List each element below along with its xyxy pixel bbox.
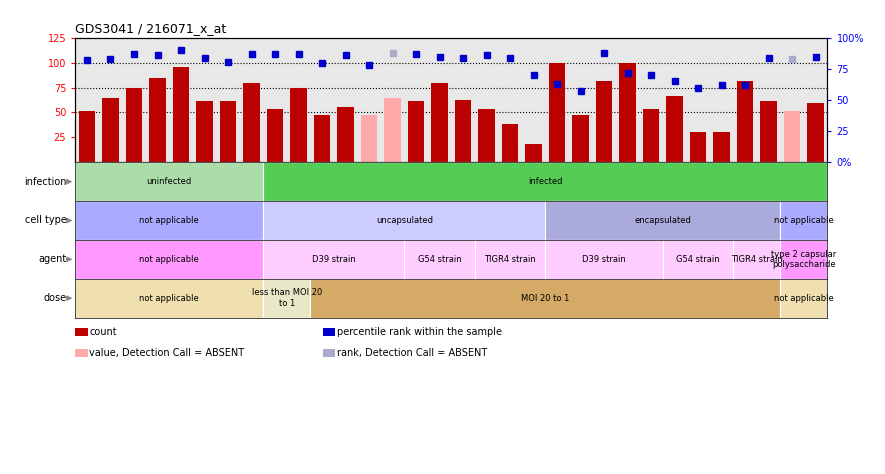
Bar	[264, 162, 827, 201]
Bar	[781, 240, 827, 279]
Bar	[713, 132, 730, 162]
Text: agent: agent	[38, 255, 66, 264]
Bar	[314, 116, 330, 162]
Bar	[549, 63, 566, 162]
Bar	[75, 240, 264, 279]
Text: G54 strain: G54 strain	[418, 255, 461, 264]
Bar	[75, 162, 264, 201]
Bar	[311, 279, 781, 318]
Bar	[431, 82, 448, 162]
Text: dose: dose	[43, 293, 66, 303]
Text: D39 strain: D39 strain	[312, 255, 356, 264]
Text: infection: infection	[24, 177, 66, 187]
Bar	[219, 100, 236, 162]
Text: not applicable: not applicable	[139, 216, 199, 225]
Text: TIGR4 strain: TIGR4 strain	[731, 255, 783, 264]
Bar	[455, 100, 472, 162]
Bar	[173, 67, 189, 162]
Bar	[666, 96, 683, 162]
Text: not applicable: not applicable	[774, 294, 834, 303]
Bar	[266, 109, 283, 162]
Text: uncapsulated: uncapsulated	[376, 216, 433, 225]
Bar	[290, 88, 307, 162]
Bar	[150, 78, 165, 162]
Bar	[243, 82, 260, 162]
Bar	[404, 240, 475, 279]
Bar	[784, 110, 800, 162]
Text: MOI 20 to 1: MOI 20 to 1	[521, 294, 570, 303]
Bar	[79, 110, 96, 162]
Bar	[126, 88, 142, 162]
Text: uninfected: uninfected	[147, 177, 192, 186]
Bar	[502, 125, 519, 162]
Bar	[663, 240, 734, 279]
Bar	[337, 107, 354, 162]
Text: not applicable: not applicable	[774, 216, 834, 225]
Bar	[690, 132, 706, 162]
Bar	[620, 63, 636, 162]
Bar	[75, 201, 264, 240]
Text: percentile rank within the sample: percentile rank within the sample	[337, 327, 502, 337]
Bar	[781, 201, 827, 240]
Bar	[643, 109, 659, 162]
Bar	[479, 109, 495, 162]
Text: not applicable: not applicable	[139, 294, 199, 303]
Bar	[781, 279, 827, 318]
Bar	[760, 100, 777, 162]
Bar	[807, 102, 824, 162]
Bar	[264, 279, 311, 318]
Bar	[596, 81, 612, 162]
Text: rank, Detection Call = ABSENT: rank, Detection Call = ABSENT	[337, 348, 488, 358]
Bar	[196, 100, 212, 162]
Text: G54 strain: G54 strain	[676, 255, 720, 264]
Bar	[264, 201, 545, 240]
Bar	[573, 116, 589, 162]
Bar	[734, 240, 781, 279]
Text: D39 strain: D39 strain	[582, 255, 626, 264]
Text: count: count	[89, 327, 117, 337]
Text: GDS3041 / 216071_x_at: GDS3041 / 216071_x_at	[75, 22, 227, 36]
Text: encapsulated: encapsulated	[635, 216, 691, 225]
Bar	[475, 240, 545, 279]
Bar	[361, 116, 377, 162]
Text: value, Detection Call = ABSENT: value, Detection Call = ABSENT	[89, 348, 244, 358]
Bar	[384, 98, 401, 162]
Bar	[103, 98, 119, 162]
Bar	[545, 201, 781, 240]
Text: TIGR4 strain: TIGR4 strain	[484, 255, 536, 264]
Text: type 2 capsular
polysaccharide: type 2 capsular polysaccharide	[772, 250, 836, 269]
Bar	[545, 240, 663, 279]
Bar	[408, 100, 424, 162]
Text: less than MOI 20
to 1: less than MOI 20 to 1	[251, 289, 322, 308]
Bar	[75, 279, 264, 318]
Text: not applicable: not applicable	[139, 255, 199, 264]
Text: cell type: cell type	[25, 216, 66, 226]
Bar	[264, 240, 404, 279]
Bar	[737, 81, 753, 162]
Text: infected: infected	[528, 177, 563, 186]
Bar	[526, 144, 542, 162]
